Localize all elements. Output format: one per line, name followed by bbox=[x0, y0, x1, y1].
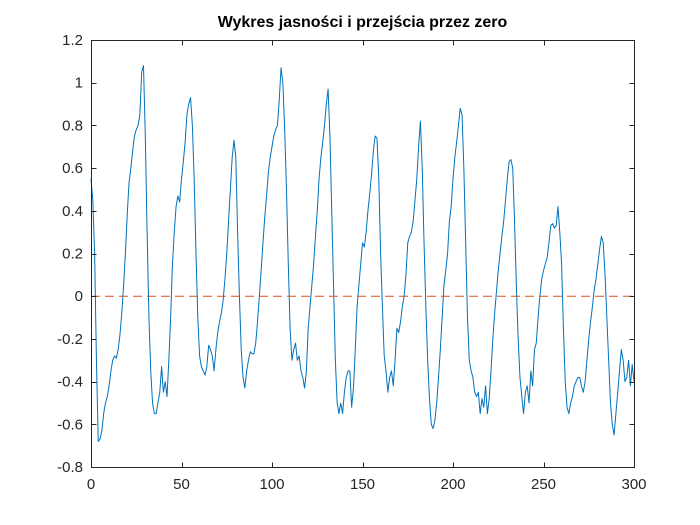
y-tick-label: -0.2 bbox=[57, 331, 83, 348]
x-tick-label: 100 bbox=[259, 476, 284, 493]
y-tick-label: -0.4 bbox=[57, 374, 83, 391]
y-tick-label: 0 bbox=[75, 288, 83, 305]
brightness-series bbox=[90, 65, 635, 442]
y-tick-label: 1.2 bbox=[62, 32, 83, 49]
x-tick-label: 250 bbox=[531, 476, 556, 493]
y-tick-label: 1 bbox=[75, 75, 83, 92]
ticks-layer: 0 50 100 150 200 250 300 -0.8 -0.6 -0.4 -0.2 0 0.2 0.… bbox=[57, 32, 646, 493]
y-tick-label: 0.4 bbox=[62, 203, 83, 220]
chart-title: Wykres jasności i przejścia przez zero bbox=[218, 14, 508, 31]
y-tick-label: -0.8 bbox=[57, 459, 83, 476]
axes-background bbox=[91, 40, 634, 467]
x-tick-label: 50 bbox=[173, 476, 190, 493]
x-tick-label: 200 bbox=[440, 476, 465, 493]
x-tick-label: 0 bbox=[87, 476, 95, 493]
x-tick-label: 150 bbox=[350, 476, 375, 493]
series-layer bbox=[90, 65, 635, 442]
x-tick-label: 300 bbox=[621, 476, 646, 493]
y-tick-label: 0.2 bbox=[62, 246, 83, 263]
y-tick-label: 0.6 bbox=[62, 160, 83, 177]
y-tick-label: 0.8 bbox=[62, 117, 83, 134]
y-tick-label: -0.6 bbox=[57, 416, 83, 433]
